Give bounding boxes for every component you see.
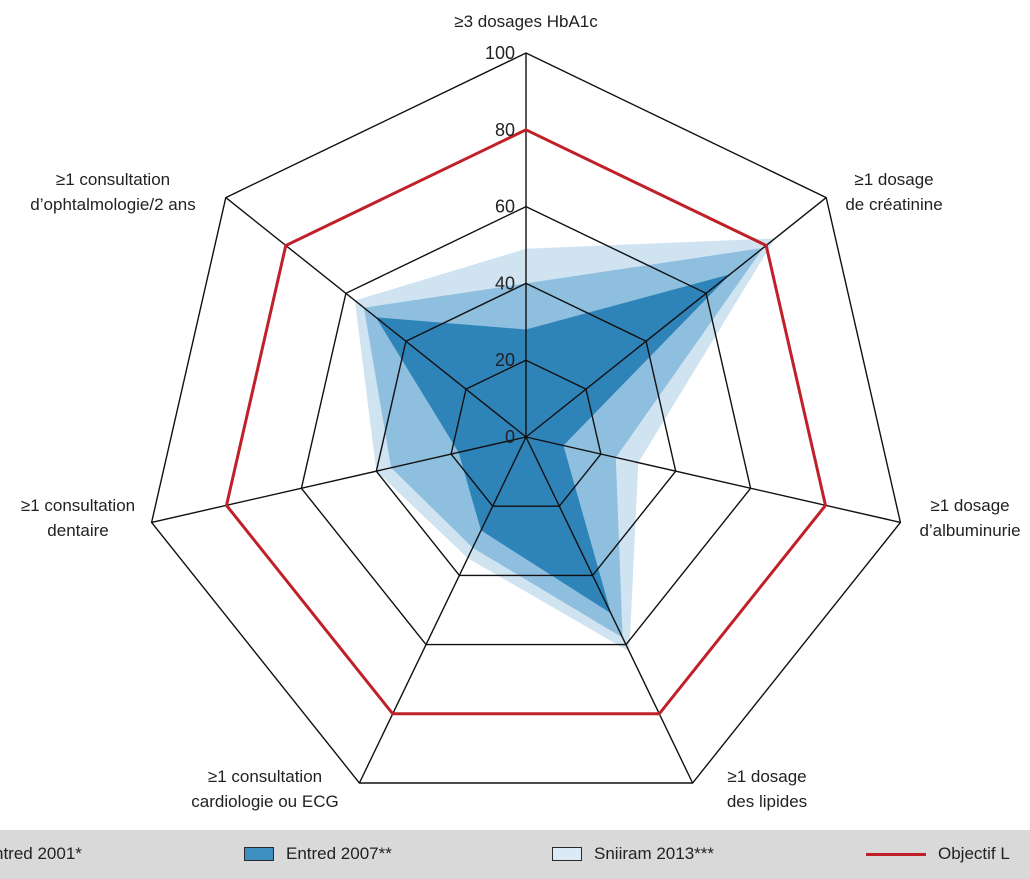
legend-swatch-entred-2007 (244, 847, 274, 861)
legend-label-objectif: Objectif L (938, 844, 1010, 863)
legend-line-objectif (866, 852, 926, 856)
axis-label-3: ≥1 dosage d’albuminurie (919, 496, 1020, 540)
legend-item-entred-2001: ntred 2001* (0, 844, 82, 864)
axis-spoke-3 (525, 436, 901, 524)
tick-label-0: 0 (505, 427, 515, 447)
axis-label-4: ≥1 dosage des lipides (727, 767, 807, 811)
target-line-objectif (224, 128, 828, 716)
grid-ring-40 (375, 282, 677, 577)
radar-chart: 0 20 40 60 80 100 ≥3 dosages HbA1c ≥1 dosage de … (21, 12, 1021, 811)
legend-label-entred-2001: ntred 2001* (0, 844, 82, 863)
tick-label-20: 20 (495, 350, 515, 370)
axis-spoke-4 (525, 436, 694, 784)
axis-spoke-5 (358, 436, 527, 784)
axis-label-6: ≥1 consultation dentaire (21, 496, 135, 540)
grid-ring-100 (150, 52, 902, 784)
axis-spoke-6 (151, 436, 527, 524)
legend-item-entred-2007: Entred 2007** (244, 844, 392, 864)
legend-item-sniiram-2013: Sniiram 2013*** (552, 844, 714, 864)
axis-label-5: ≥1 consultation cardiologie ou ECG (191, 767, 338, 811)
tick-label-80: 80 (495, 120, 515, 140)
grid-ring-20 (450, 359, 602, 507)
axis-spoke-2 (525, 197, 827, 438)
legend-label-entred-2007: Entred 2007** (286, 844, 392, 863)
tick-label-40: 40 (495, 273, 515, 293)
tick-label-100: 100 (485, 43, 515, 63)
axis-label-1: ≥3 dosages HbA1c (454, 12, 598, 31)
axis-label-2: ≥1 dosage de créatinine (845, 170, 942, 214)
legend-swatch-sniiram-2013 (552, 847, 582, 861)
grid-ring-60 (300, 205, 752, 646)
axis-spoke-7 (225, 197, 527, 438)
tick-label-60: 60 (495, 197, 515, 217)
legend: ntred 2001* Entred 2007** Sniiram 2013**… (0, 830, 1030, 879)
legend-label-sniiram-2013: Sniiram 2013*** (594, 844, 715, 863)
axis-label-7: ≥1 consultation d’ophtalmologie/2 ans (30, 170, 195, 214)
legend-item-objectif: Objectif L (866, 844, 1010, 864)
